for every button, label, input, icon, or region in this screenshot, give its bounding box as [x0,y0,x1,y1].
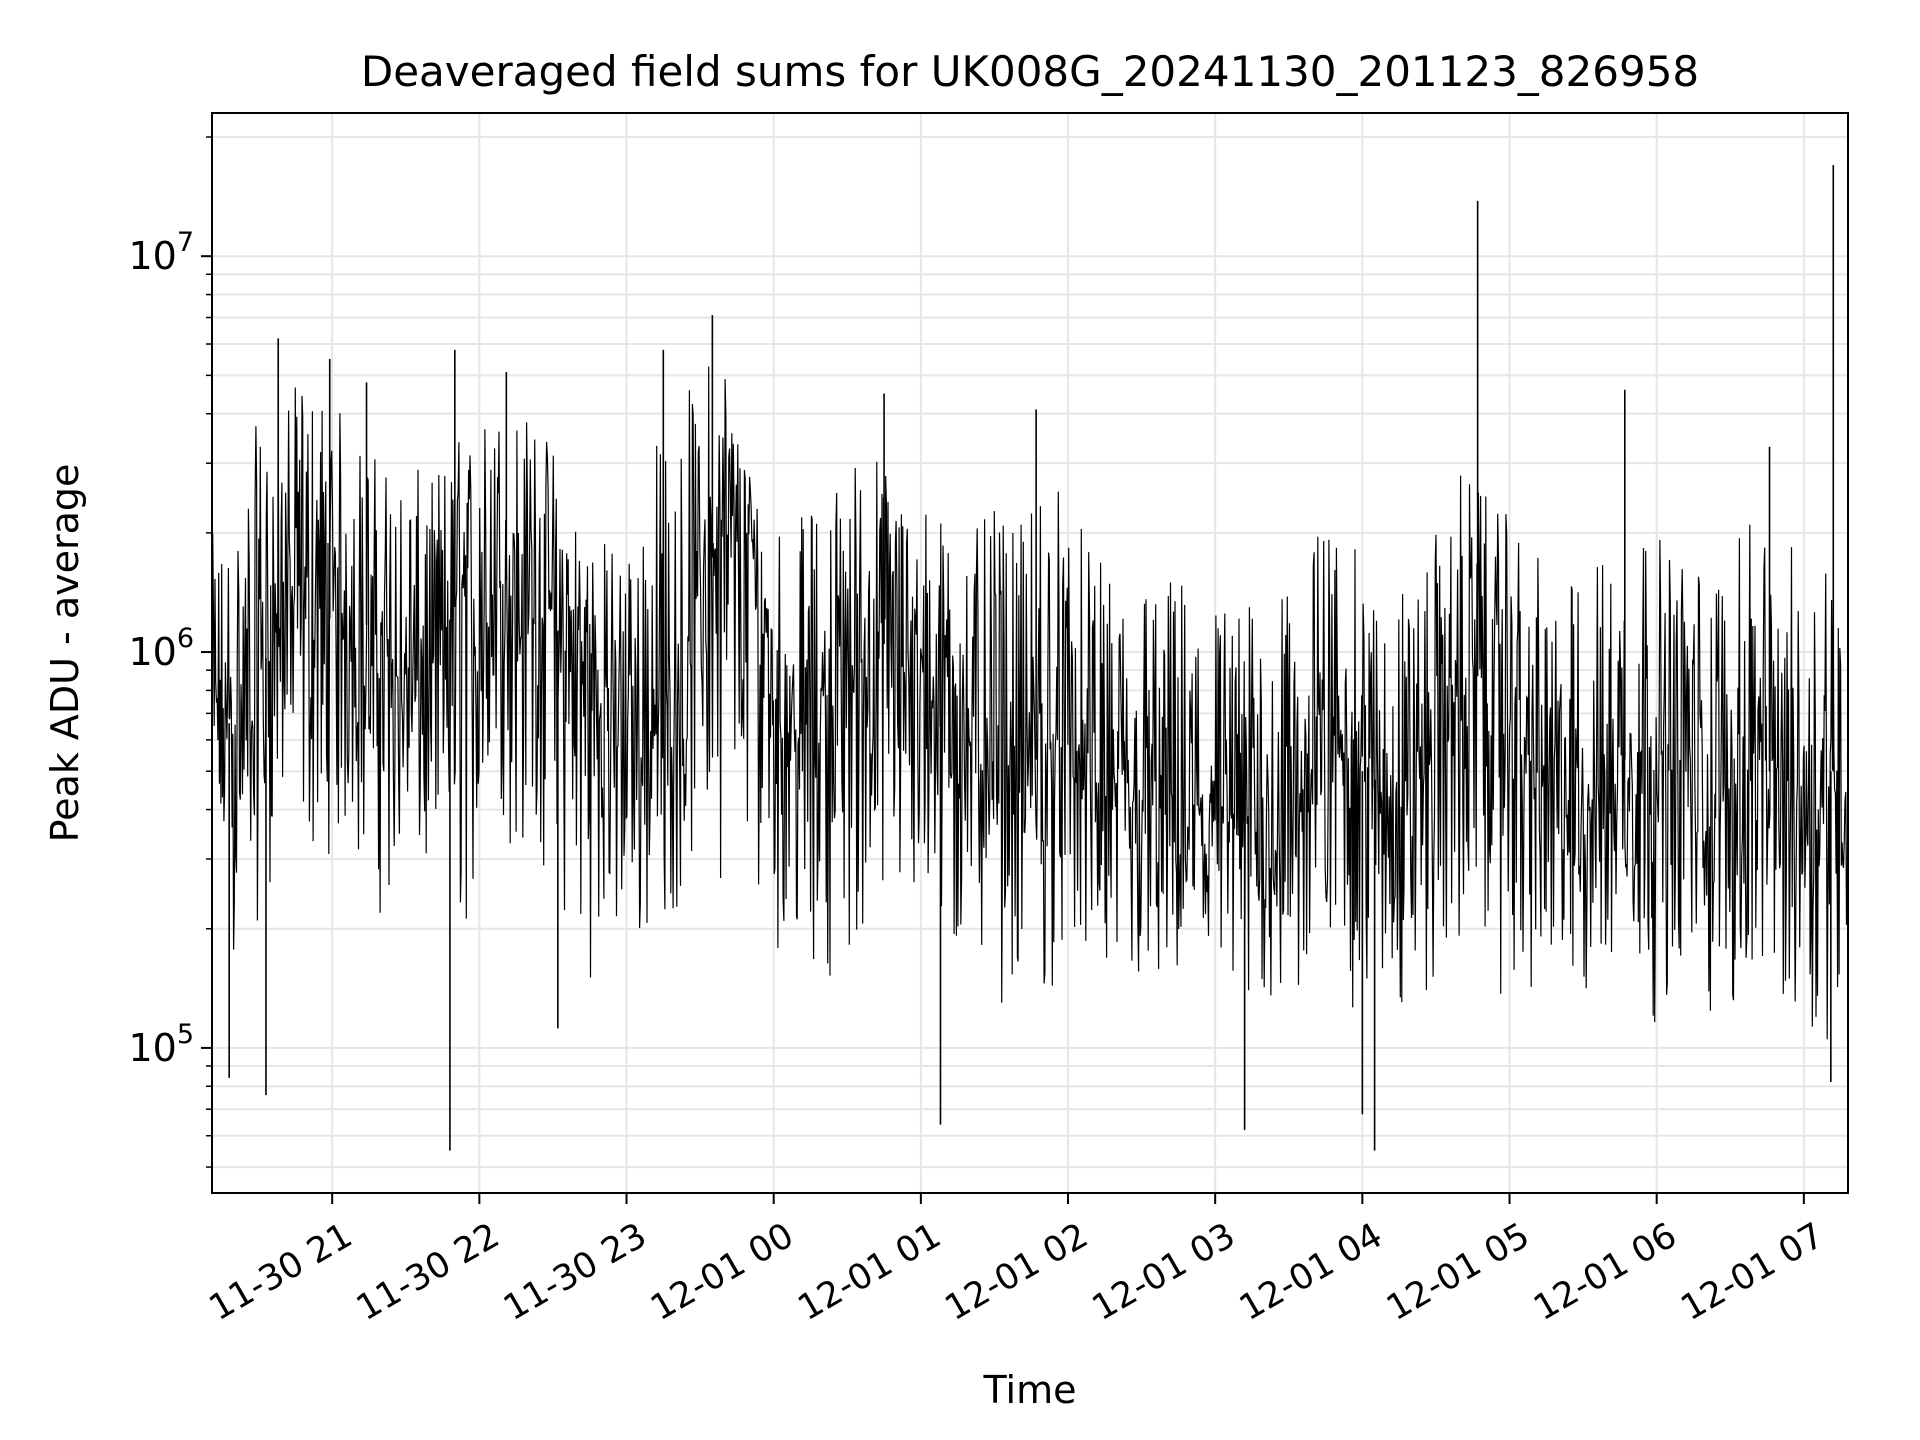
plot-area [211,112,1849,1194]
y-tick-label: 107 [128,227,194,278]
y-tick-label: 105 [128,1019,194,1070]
series-path [211,366,1849,1040]
y-tick-base: 10 [128,630,176,674]
y-tick-exponent: 7 [177,227,194,258]
y-axis-label: Peak ADU - average [43,464,87,843]
y-tick-base: 10 [128,1026,176,1070]
y-tick-label: 106 [128,623,194,674]
series-line [211,164,1849,1151]
chart-title: Deaveraged field sums for UK008G_2024113… [361,47,1699,96]
x-axis-label: Time [983,1368,1077,1412]
y-tick-base: 10 [128,234,176,278]
y-tick-exponent: 6 [177,623,194,654]
y-tick-exponent: 5 [177,1019,194,1050]
